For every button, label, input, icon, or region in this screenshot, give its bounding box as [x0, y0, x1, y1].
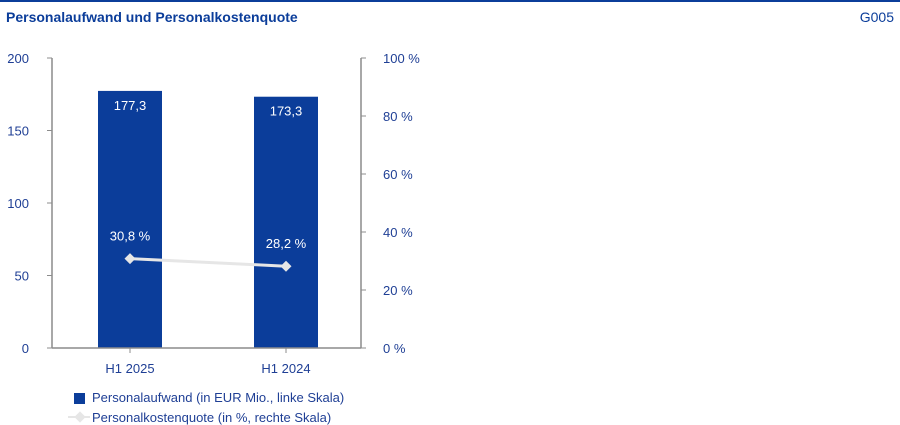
- legend-bar-label: Personalaufwand (in EUR Mio., linke Skal…: [92, 390, 345, 405]
- right-tick-label-3: 60 %: [383, 167, 413, 182]
- header-rule: [0, 0, 900, 2]
- bar-value-label-0: 177,3: [114, 98, 147, 113]
- right-tick-label-2: 40 %: [383, 225, 413, 240]
- legend-line-label: Personalkostenquote (in %, rechte Skala): [92, 410, 332, 425]
- left-tick-label-1: 50: [15, 269, 29, 284]
- bar-0: [98, 90, 162, 348]
- chart-title: Personalaufwand und Personalkostenquote: [6, 9, 298, 25]
- right-tick-label-5: 100 %: [383, 51, 420, 66]
- bar-value-label-1: 173,3: [270, 104, 303, 119]
- legend-bar-swatch: [74, 393, 85, 404]
- left-tick-label-0: 0: [22, 341, 29, 356]
- x-tick-label-0: H1 2025: [105, 361, 154, 376]
- chart-canvas: 177,3 173,3 0 50 100 150 200 0 % 20 % 40 % 60 % 80 …: [7, 51, 420, 376]
- left-tick-label-2: 100: [7, 196, 29, 211]
- right-tick-label-4: 80 %: [383, 109, 413, 124]
- line-point-0: [124, 253, 136, 265]
- line-value-label-1: 28,2 %: [266, 236, 307, 251]
- right-tick-label-0: 0 %: [383, 341, 406, 356]
- line-value-label-0: 30,8 %: [110, 229, 151, 244]
- left-tick-label-4: 200: [7, 51, 29, 66]
- chart-code: G005: [859, 9, 894, 25]
- bar-1: [254, 96, 318, 348]
- left-tick-label-3: 150: [7, 124, 29, 139]
- line-point-1: [280, 260, 292, 272]
- right-tick-label-1: 20 %: [383, 283, 413, 298]
- x-tick-label-1: H1 2024: [261, 361, 310, 376]
- legend-diamond-marker: [74, 411, 86, 423]
- line-series: [129, 257, 287, 268]
